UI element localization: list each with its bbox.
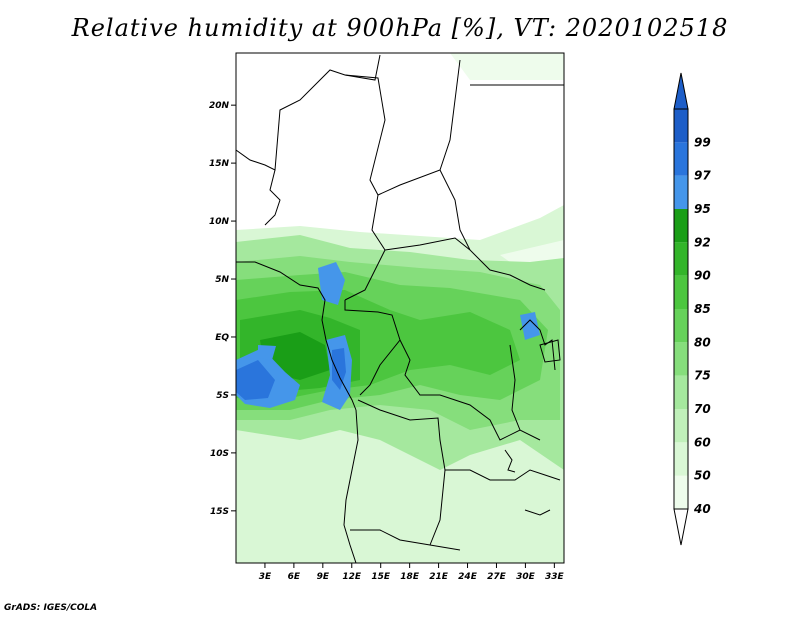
colorbar-swatch [674,442,688,476]
lon-tick-label: 27E [487,572,507,582]
humidity-field [236,53,564,563]
colorbar-label: 75 [694,369,711,383]
colorbar-label: 40 [693,502,711,516]
lon-tick-label: 24E [458,572,478,582]
lon-tick-label: 33E [545,572,565,582]
lat-tick-label: 15S [210,507,229,517]
country-borders [236,54,564,563]
colorbar-swatch [674,309,688,343]
colorbar-label: 50 [694,469,711,483]
latitude-ticks: 20N 15N 10N 5N EQ 5S 10S 15S [209,101,236,517]
colorbar-swatch [674,409,688,443]
colorbar-swatch [674,275,688,309]
lat-tick-label: 5N [215,275,229,285]
lon-tick-label: 12E [342,572,362,582]
lat-tick-label: 10S [210,449,229,459]
lat-tick-label: 20N [209,101,230,111]
lat-tick-label: 5S [216,391,229,401]
colorbar-below-triangle [673,508,689,546]
colorbar-label: 97 [694,169,711,183]
lat-tick-label: EQ [215,333,229,343]
colorbar-swatch [674,375,688,409]
colorbar-label: 99 [694,135,711,149]
lat-tick-label: 10N [209,217,230,227]
colorbar-label: 80 [694,335,711,349]
colorbar-above-triangle [673,72,689,110]
colorbar-swatch [674,475,688,509]
map-frame [235,52,565,564]
longitude-ticks: 3E 6E 9E 12E 15E 18E 21E 24E 27E 30E 33E [259,563,565,582]
lon-tick-label: 30E [516,572,536,582]
lon-tick-label: 18E [400,572,420,582]
colorbar-swatch [674,342,688,376]
colorbar-swatch [674,109,688,143]
colorbar-label: 85 [694,302,711,316]
lon-tick-label: 6E [288,572,301,582]
colorbar-label: 90 [694,269,711,283]
colorbar-label: 92 [694,235,711,249]
colorbar-swatch [674,175,688,209]
colorbar-label: 60 [694,435,711,449]
map-title: Relative humidity at 900hPa [%], VT: 202… [71,14,729,42]
colorbar-label: 95 [694,202,711,216]
grads-credit: GrADS: IGES/COLA [4,603,98,613]
lon-tick-label: 21E [429,572,449,582]
lon-tick-label: 15E [371,572,391,582]
lat-tick-label: 15N [209,159,230,169]
lon-tick-label: 3E [259,572,272,582]
colorbar-label: 70 [694,402,711,416]
colorbar-swatch [674,242,688,276]
colorbar-swatch [674,209,688,243]
colorbar: 40 50 60 70 75 80 85 90 92 95 97 99 [673,72,711,546]
colorbar-frame [673,108,689,510]
lon-tick-label: 9E [317,572,330,582]
colorbar-swatch [674,142,688,176]
